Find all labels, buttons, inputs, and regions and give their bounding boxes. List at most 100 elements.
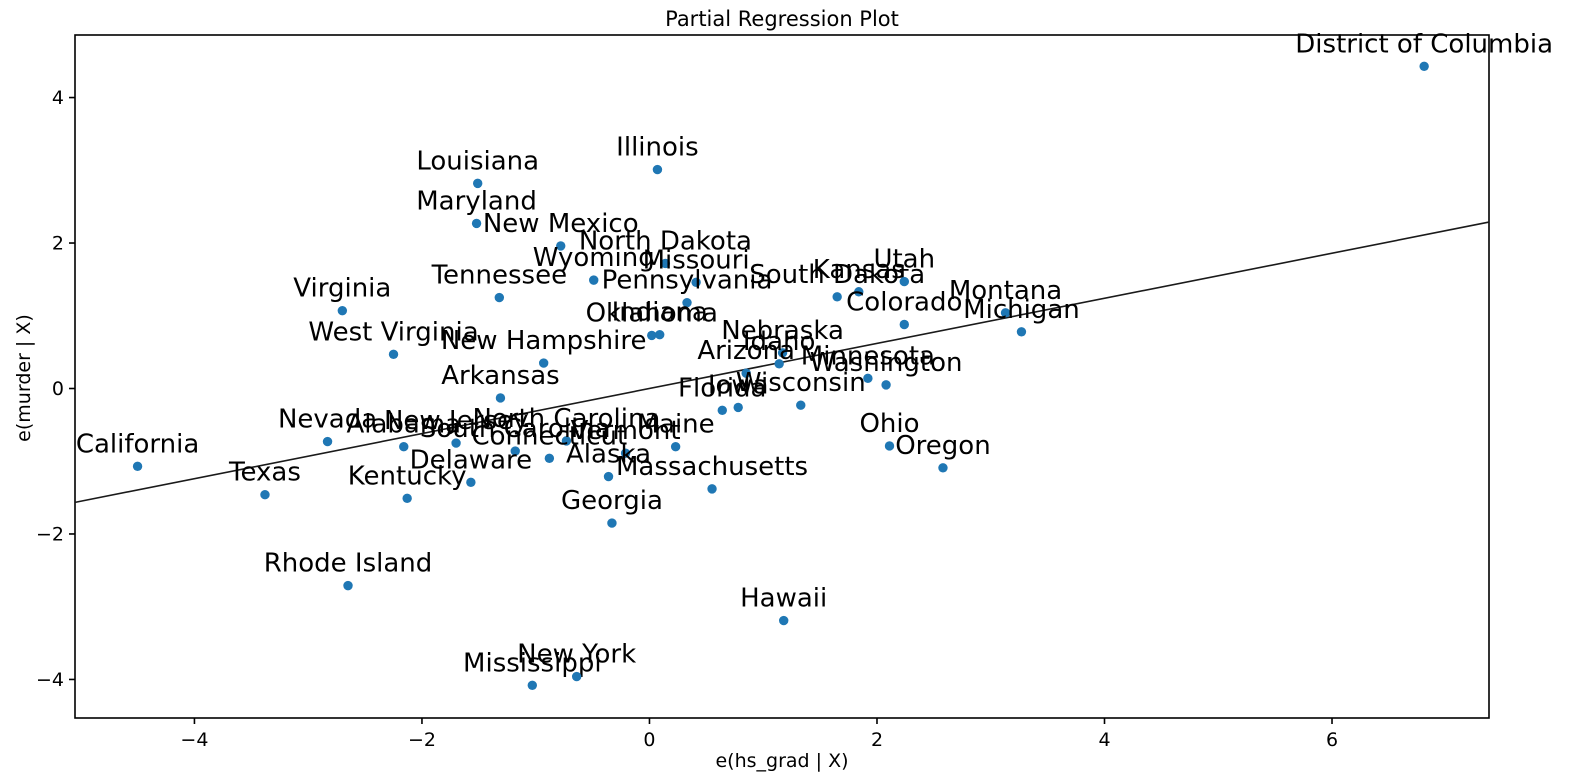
state-label-kentucky: Kentucky [348,461,467,491]
state-label-south-dakota: South Dakota [749,260,925,290]
state-label-kansas: Kansas [813,255,905,285]
point-wyoming [589,275,599,285]
point-delaware [466,477,476,488]
point-south-carolina [510,446,520,456]
point-kentucky [402,493,412,504]
point-connecticut [544,453,555,464]
state-label-connecticut: Connecticut [472,421,628,451]
y-tick-label: 0 [52,378,64,400]
state-label-alaska: Alaska [566,440,651,470]
state-label-florida: Florida [678,373,766,403]
y-tick-label: 2 [52,233,64,255]
point-new-york [571,671,582,682]
state-label-montana: Montana [949,276,1062,306]
chart-title: Partial Regression Plot [665,7,899,31]
state-label-pennsylvania: Pennsylvania [602,266,773,296]
point-new-hampshire [538,358,549,368]
point-arizona [741,368,751,378]
x-tick-label: 0 [643,729,655,751]
state-label-massachusetts: Massachusetts [616,452,808,482]
state-label-missouri: Missouri [643,245,750,275]
y-axis-label: e(murder | X) [13,314,35,442]
y-tick-label: 4 [52,87,64,109]
point-vermont [620,448,631,458]
state-label-ohio: Ohio [859,409,919,439]
point-new-jersey [451,438,461,448]
state-label-tennessee: Tennessee [431,261,568,291]
point-new-mexico [556,241,566,251]
point-alaska [603,471,614,482]
state-label-iowa: Iowa [708,370,769,400]
state-label-new-mexico: New Mexico [483,209,639,239]
state-label-new-jersey: New Jersey [384,406,528,436]
point-illinois [652,164,663,175]
x-axis-label: e(hs_grad | X) [715,750,849,772]
axes-spines [74,34,1490,719]
state-label-utah: Utah [873,245,935,275]
point-district-of-columbia [1419,61,1429,71]
x-tick-label: 2 [871,729,883,751]
point-nevada [322,436,333,447]
point-oregon [938,463,948,473]
point-north-carolina [561,436,572,446]
point-north-dakota [660,258,671,269]
point-oklahoma [647,330,657,341]
x-tick-label: 4 [1098,729,1110,751]
state-label-rhode-island: Rhode Island [264,549,433,579]
state-label-arizona: Arizona [697,336,795,366]
state-label-north-carolina: North Carolina [472,404,660,434]
state-label-new-york: New York [517,640,636,670]
state-label-colorado: Colorado [846,287,962,317]
point-colorado [899,319,909,330]
y-tick-label: −2 [36,523,64,545]
state-label-indiana: Indiana [612,298,708,328]
state-label-michigan: Michigan [963,295,1080,325]
state-label-louisiana: Louisiana [416,146,539,176]
state-label-nevada: Nevada [278,405,377,435]
y-tick-label: −4 [36,669,64,691]
point-pennsylvania [682,297,692,308]
state-label-maryland: Maryland [416,186,537,216]
state-label-wisconsin: Wisconsin [736,368,866,398]
point-virginia [337,305,348,316]
point-montana [1000,308,1011,318]
state-label-south-carolina: South Carolina [420,414,611,444]
state-label-west-virginia: West Virginia [308,317,478,347]
state-label-georgia: Georgia [561,486,663,516]
point-rhode-island [343,580,353,591]
point-texas [260,489,270,500]
state-label-vermont: Vermont [571,416,681,446]
point-utah [899,276,909,287]
point-arkansas [495,393,506,403]
state-label-new-hampshire: New Hampshire [441,326,647,356]
point-kansas [854,287,864,297]
point-west-virginia [388,349,399,360]
state-label-hawaii: Hawaii [740,584,827,614]
state-label-north-dakota: North Dakota [579,226,752,256]
x-tick-label: −4 [180,729,208,751]
point-hawaii [779,615,789,626]
point-washington [881,380,891,390]
state-label-washington: Washington [810,348,963,378]
point-south-dakota [832,292,842,302]
point-florida [717,405,727,416]
point-massachusetts [707,484,717,494]
state-label-wyoming: Wyoming [533,243,655,273]
point-maine [670,441,681,452]
point-georgia [607,518,617,528]
point-mississippi [527,680,538,690]
point-alabama [399,441,409,452]
state-label-district-of-columbia: District of Columbia [1295,29,1553,59]
state-label-oregon: Oregon [895,431,990,461]
point-michigan [1016,327,1027,337]
point-tennessee [494,292,505,303]
x-tick-label: 6 [1326,729,1338,751]
state-label-alabama: Alabama [346,410,461,440]
point-idaho [774,359,784,369]
state-label-minnesota: Minnesota [801,341,935,371]
point-missouri [691,277,701,288]
state-label-texas: Texas [228,458,301,488]
point-iowa [733,402,743,413]
